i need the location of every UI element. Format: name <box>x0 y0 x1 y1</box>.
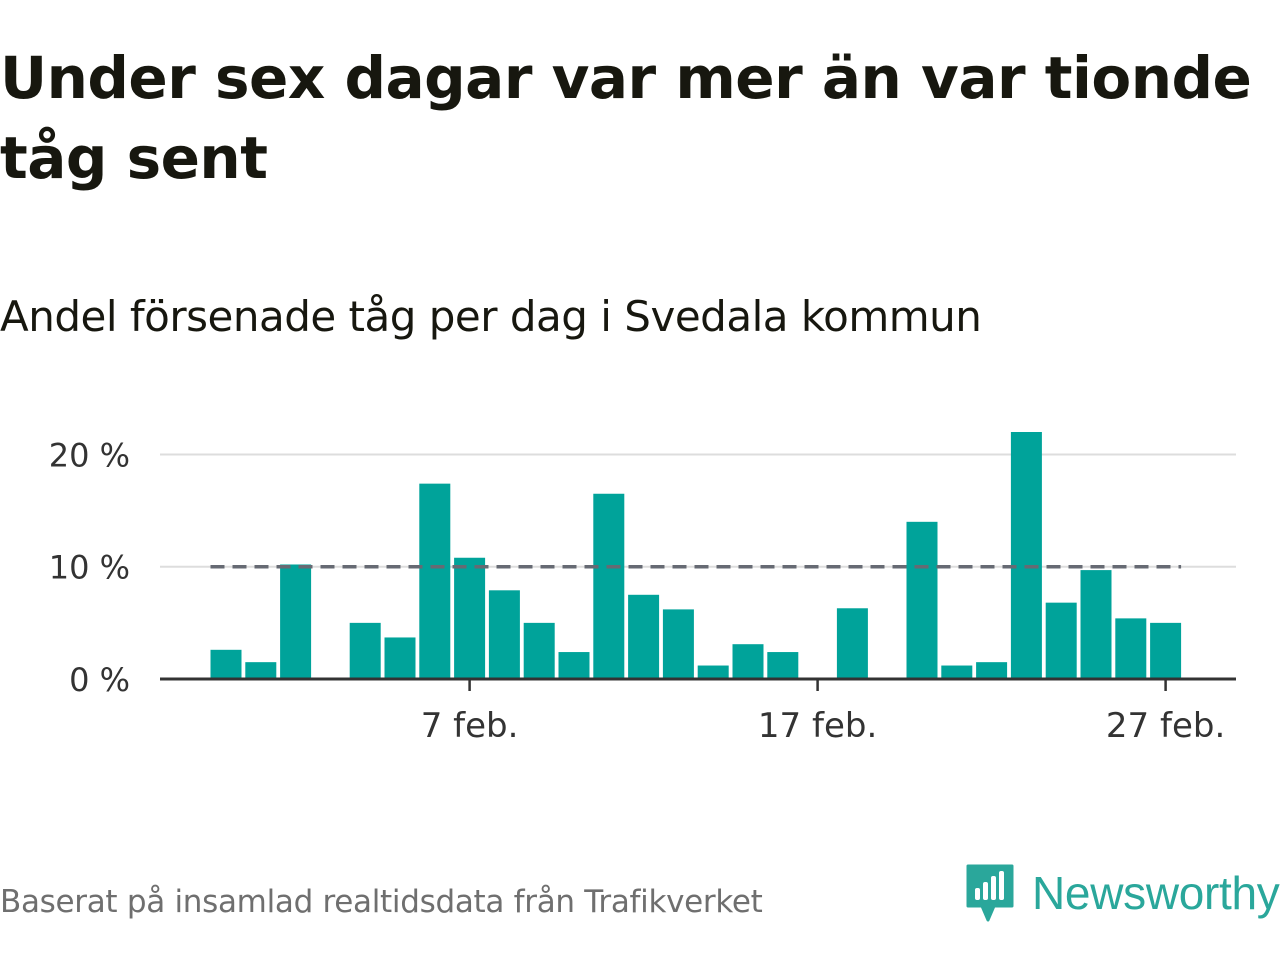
bar <box>454 557 486 679</box>
bar <box>488 590 520 679</box>
bar <box>697 665 729 679</box>
bar <box>767 652 799 679</box>
bar <box>1045 602 1077 679</box>
x-tick-label: 17 feb. <box>758 706 877 746</box>
bar <box>941 665 973 679</box>
chart-subtitle: Andel försenade tåg per dag i Svedala ko… <box>0 292 982 341</box>
brand[interactable]: Newsworthy <box>964 862 1280 924</box>
bar <box>349 622 381 679</box>
x-tick-label: 27 feb. <box>1106 706 1225 746</box>
bar <box>210 649 242 679</box>
bar <box>732 644 764 679</box>
bar <box>1115 618 1147 679</box>
bar <box>836 608 868 679</box>
bar <box>1010 432 1042 679</box>
grid-lines <box>160 453 1236 568</box>
brand-name: Newsworthy <box>1032 867 1280 919</box>
bar <box>280 564 312 679</box>
bar <box>906 521 938 679</box>
axes: 0 % 10 % 20 % 7 feb. 17 feb. 27 feb. <box>49 436 1236 746</box>
bar <box>976 662 1008 679</box>
bar <box>593 493 625 679</box>
chart-title: Under sex dagar var mer än var tionde tå… <box>0 44 1252 192</box>
bar <box>245 662 277 679</box>
bar <box>558 652 590 679</box>
bar <box>419 483 451 679</box>
bar <box>523 622 555 679</box>
y-tick-label: 10 % <box>49 549 130 587</box>
y-tick-label: 0 % <box>69 661 130 699</box>
bar <box>1080 570 1112 679</box>
bar-chart: 0 % 10 % 20 % 7 feb. 17 feb. 27 feb. <box>49 432 1236 746</box>
bar <box>628 594 660 679</box>
bar <box>384 637 416 679</box>
bar <box>1150 622 1182 679</box>
bars <box>210 432 1182 679</box>
bar <box>662 609 694 679</box>
x-tick-label: 7 feb. <box>421 706 519 746</box>
source-note: Baserat på insamlad realtidsdata från Tr… <box>0 884 763 920</box>
newsworthy-logo-icon <box>966 864 1014 922</box>
y-tick-label: 20 % <box>49 436 130 474</box>
